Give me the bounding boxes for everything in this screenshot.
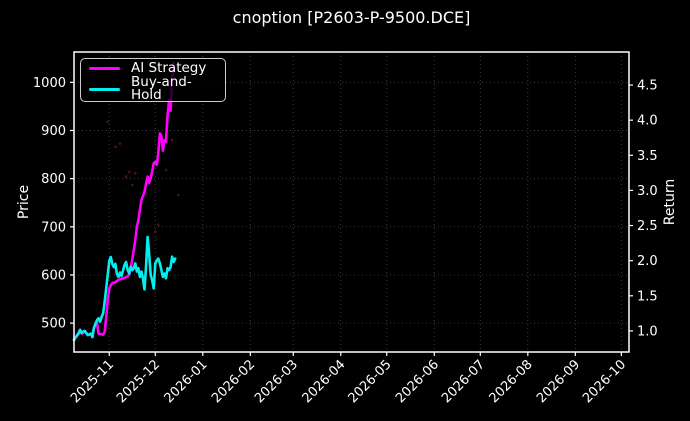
trade-marker-dot	[124, 175, 128, 179]
y-left-tick-label: 600	[41, 268, 66, 283]
x-tick-label: 2026-03	[252, 357, 301, 406]
x-tick-label: 2026-09	[534, 357, 583, 406]
y-right-tick-label: 3.0	[637, 184, 658, 199]
x-tick-label: 2026-10	[580, 357, 629, 406]
chart-title: cnoption [P2603-P-9500.DCE]	[232, 8, 471, 27]
legend-item-buy-and-hold: Buy-and-Hold	[89, 73, 217, 103]
x-tick-label: 2026-01	[162, 357, 211, 406]
legend-label-buy-and-hold: Buy-and-Hold	[131, 73, 192, 103]
trade-marker-dot	[127, 170, 131, 174]
y-right-tick-label: 4.0	[637, 114, 658, 129]
legend-label-ai-strategy: AI Strategy	[131, 60, 207, 76]
x-tick-label: 2026-04	[300, 357, 349, 406]
trade-marker-dot	[130, 183, 134, 187]
y-left-tick-label: 500	[41, 317, 66, 332]
trade-marker-dot	[153, 230, 157, 234]
x-tick-label: 2026-08	[487, 357, 536, 406]
trade-marker-dot	[114, 145, 117, 149]
legend-item-ai-strategy: AI Strategy	[89, 60, 217, 76]
trade-marker-dot	[176, 193, 180, 197]
x-tick-label: 2026-05	[346, 357, 395, 406]
y-right-tick-label: 2.5	[637, 219, 658, 234]
series-line-buy-and-hold	[72, 235, 177, 342]
y-left-tick-label: 1000	[33, 76, 66, 91]
trade-marker-dot	[133, 171, 137, 175]
trade-marker-dot	[156, 223, 160, 227]
series-line-ai-strategy	[72, 61, 175, 341]
trade-marker-dot	[106, 120, 110, 124]
legend-line-sample-cyan	[89, 87, 120, 91]
plot-border	[73, 51, 630, 353]
x-tick-label: 2026-06	[393, 357, 442, 406]
y-left-tick-label: 800	[41, 172, 66, 187]
x-tick-label: 2026-02	[209, 357, 258, 406]
y-left-tick-label: 700	[41, 220, 66, 235]
legend-line-sample-magenta	[89, 67, 120, 71]
y-right-tick-label: 1.0	[637, 324, 658, 339]
y-right-tick-label: 2.0	[637, 254, 658, 269]
y-right-tick-label: 3.5	[637, 149, 658, 164]
y-left-tick-label: 900	[41, 124, 66, 139]
legend-box: AI Strategy Buy-and-Hold	[80, 58, 226, 102]
y-right-tick-label: 4.5	[637, 79, 658, 94]
x-tick-label: 2025-12	[114, 357, 163, 406]
x-tick-label: 2026-07	[439, 357, 488, 406]
y-right-tick-label: 1.5	[637, 289, 658, 304]
trade-marker-dot	[170, 138, 174, 142]
trade-marker-dot	[164, 168, 168, 172]
x-tick-label: 2025-11	[68, 357, 117, 406]
trade-marker-dot	[118, 142, 122, 145]
